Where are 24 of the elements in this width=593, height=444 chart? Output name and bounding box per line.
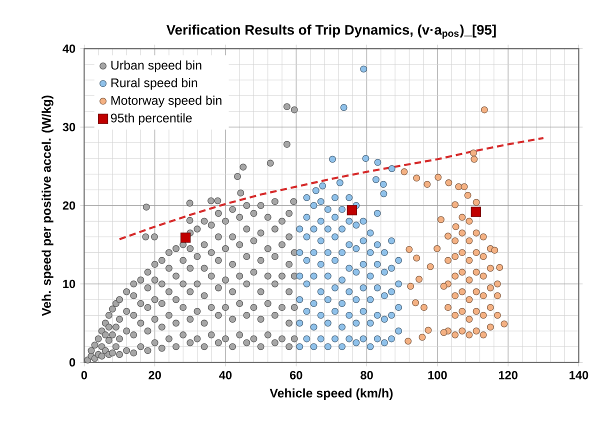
y-tick-label: 20: [62, 201, 76, 210]
x-tick-label: 140: [570, 370, 588, 380]
legend-label: 95th percentile: [110, 113, 192, 125]
x-tick-label: 100: [428, 370, 447, 380]
x-tick-label: 80: [360, 370, 373, 380]
y-tick-label: 40: [62, 44, 76, 53]
line-series: [118, 137, 544, 240]
chart-title: Verification Results of Trip Dynamics, (v·a$_{pos}$)_[95]: [166, 24, 496, 39]
x-tick-label: 0: [81, 370, 87, 380]
point: [346, 205, 358, 216]
point: [180, 232, 191, 243]
x-tick-label: 120: [498, 370, 518, 380]
y-tick-label: 30: [62, 122, 76, 132]
legend-label: Motorway speed bin: [111, 96, 222, 108]
x-tick-label: 40: [219, 370, 232, 380]
y-tick-label: 0: [69, 358, 76, 367]
y-tick-label: 10: [63, 280, 76, 288]
legend-label: Urban speed bin: [111, 60, 202, 72]
x-tick-label: 20: [148, 370, 161, 380]
legend-label: Rural speed bin: [111, 78, 198, 90]
y-axis-title: Veh. speed per positive accel. (W/kg): [42, 96, 54, 316]
point: [470, 206, 482, 217]
x-tick-label: 60: [290, 370, 302, 380]
x-axis-title: Vehicle speed (km/h): [270, 388, 393, 400]
